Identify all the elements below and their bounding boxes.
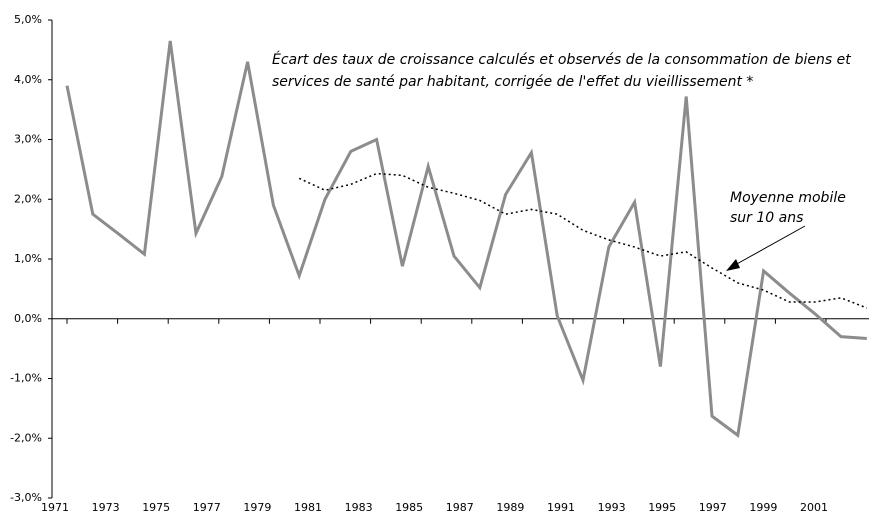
y-tick-label: 5,0% — [14, 13, 42, 26]
y-tick-label: -2,0% — [10, 431, 42, 444]
y-tick-label: -1,0% — [10, 372, 42, 385]
x-tick-label: 1987 — [446, 501, 474, 514]
x-tick-label: 1985 — [395, 501, 423, 514]
annotation: Moyenne mobile — [730, 190, 846, 206]
annotation: Écart des taux de croissance calculés et… — [272, 51, 851, 68]
y-tick-label: 1,0% — [14, 252, 42, 265]
y-tick-label: 3,0% — [14, 133, 42, 146]
x-tick-label: 1971 — [41, 501, 69, 514]
y-tick-label: 2,0% — [14, 192, 42, 205]
annotation: sur 10 ans — [730, 210, 803, 226]
series-line — [65, 40, 867, 438]
x-tick-label: 1983 — [345, 501, 373, 514]
arrow — [734, 225, 806, 266]
x-tick-label: 1981 — [294, 501, 322, 514]
x-tick-label: 1991 — [547, 501, 575, 514]
x-tick-label: 1993 — [598, 501, 626, 514]
x-tick-label: 1977 — [193, 501, 221, 514]
x-tick-label: 1997 — [699, 501, 727, 514]
y-tick-label: 4,0% — [14, 73, 42, 86]
x-tick-label: 1973 — [92, 501, 120, 514]
annotation: services de santé par habitant, corrigée… — [272, 74, 753, 90]
x-tick-label: 1995 — [648, 501, 676, 514]
x-tick-label: 1989 — [496, 501, 524, 514]
arrow-head — [726, 259, 740, 271]
x-tick-label: 1999 — [749, 501, 777, 514]
x-tick-label: 2001 — [800, 501, 828, 514]
x-tick-label: 1975 — [142, 501, 170, 514]
x-tick-label: 1979 — [243, 501, 271, 514]
y-tick-label: 0,0% — [14, 312, 42, 325]
y-tick-label: -3,0% — [10, 491, 42, 504]
series-line — [298, 172, 868, 309]
